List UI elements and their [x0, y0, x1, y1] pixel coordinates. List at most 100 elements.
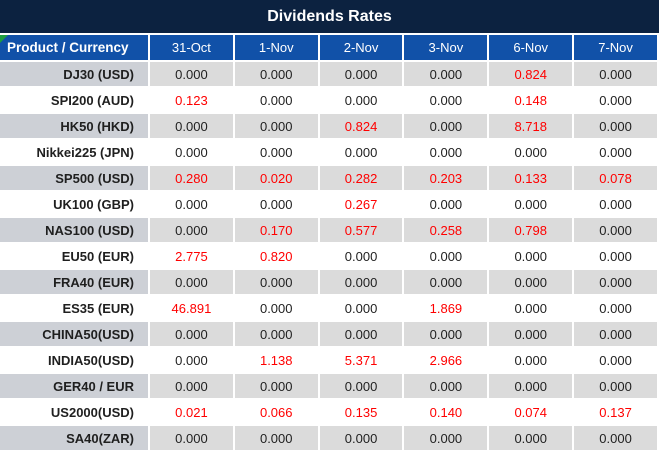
product-label: INDIA50(USD)	[0, 348, 148, 372]
rate-cell: 0.135	[319, 400, 403, 424]
header-row: Product / Currency 31-Oct 1-Nov 2-Nov 3-Nov…	[0, 35, 657, 60]
table-row: CHINA50(USD) 0.000 0.000 0.000 0.000 0.000 0.0…	[0, 322, 657, 346]
column-header-3-nov: 3-Nov	[404, 35, 488, 60]
product-label: EU50 (EUR)	[0, 244, 148, 268]
rate-cell: 0.000	[489, 322, 573, 346]
rate-cell: 1.138	[234, 348, 318, 372]
rate-cell: 0.000	[404, 426, 488, 450]
rate-cell: 0.258	[404, 218, 488, 242]
rate-cell: 0.123	[150, 88, 233, 112]
table-row: SPI200 (AUD) 0.123 0.000 0.000 0.000 0.148 0.0…	[0, 88, 657, 112]
table-row: US2000(USD) 0.021 0.066 0.135 0.140 0.074 0.13…	[0, 400, 657, 424]
product-label: UK100 (GBP)	[0, 192, 148, 216]
column-header-31-oct: 31-Oct	[150, 35, 233, 60]
rate-cell: 0.000	[574, 322, 657, 346]
rate-cell: 0.000	[150, 218, 233, 242]
rate-cell: 0.000	[404, 322, 488, 346]
rate-cell: 0.000	[319, 322, 403, 346]
table-row: DJ30 (USD) 0.000 0.000 0.000 0.000 0.824 0.000	[0, 62, 657, 86]
rate-cell: 0.000	[489, 374, 573, 398]
rate-cell: 0.000	[234, 114, 318, 138]
rate-cell: 0.824	[319, 114, 403, 138]
table-row: UK100 (GBP) 0.000 0.000 0.267 0.000 0.000 0.00…	[0, 192, 657, 216]
rate-cell: 0.000	[234, 62, 318, 86]
product-label: HK50 (HKD)	[0, 114, 148, 138]
rate-cell: 0.000	[574, 296, 657, 320]
rate-cell: 0.000	[319, 426, 403, 450]
product-label: Nikkei225 (JPN)	[0, 140, 148, 164]
rate-cell: 0.170	[234, 218, 318, 242]
rate-cell: 0.000	[574, 140, 657, 164]
rates-table: Product / Currency 31-Oct 1-Nov 2-Nov 3-Nov…	[0, 33, 659, 452]
product-label: DJ30 (USD)	[0, 62, 148, 86]
rate-cell: 0.021	[150, 400, 233, 424]
rate-cell: 0.074	[489, 400, 573, 424]
table-row: SP500 (USD) 0.280 0.020 0.282 0.203 0.133 0.07…	[0, 166, 657, 190]
rate-cell: 0.000	[404, 88, 488, 112]
rate-cell: 46.891	[150, 296, 233, 320]
rate-cell: 0.000	[489, 348, 573, 372]
page-title: Dividends Rates	[267, 8, 392, 25]
table-row: ES35 (EUR) 46.891 0.000 0.000 1.869 0.000 0.00…	[0, 296, 657, 320]
rate-cell: 0.824	[489, 62, 573, 86]
rate-cell: 0.000	[489, 140, 573, 164]
rate-cell: 0.000	[150, 374, 233, 398]
rate-cell: 0.000	[234, 140, 318, 164]
rate-cell: 0.000	[404, 244, 488, 268]
rate-cell: 0.280	[150, 166, 233, 190]
rate-cell: 0.000	[319, 244, 403, 268]
rate-cell: 0.000	[574, 270, 657, 294]
rate-cell: 0.000	[234, 322, 318, 346]
product-label: US2000(USD)	[0, 400, 148, 424]
rate-cell: 0.000	[404, 270, 488, 294]
table-row: INDIA50(USD) 0.000 1.138 5.371 2.966 0.000 0.0…	[0, 348, 657, 372]
rate-cell: 0.000	[574, 374, 657, 398]
column-header-1-nov: 1-Nov	[234, 35, 318, 60]
rate-cell: 0.000	[404, 192, 488, 216]
rate-cell: 0.000	[234, 296, 318, 320]
rates-body: DJ30 (USD) 0.000 0.000 0.000 0.000 0.824 0.000…	[0, 62, 657, 450]
product-label: SPI200 (AUD)	[0, 88, 148, 112]
rate-cell: 0.798	[489, 218, 573, 242]
rate-cell: 0.000	[574, 244, 657, 268]
rate-cell: 0.000	[234, 426, 318, 450]
rate-cell: 0.000	[234, 192, 318, 216]
table-row: GER40 / EUR 0.000 0.000 0.000 0.000 0.000 0.00…	[0, 374, 657, 398]
rate-cell: 0.000	[404, 114, 488, 138]
rate-cell: 0.000	[489, 296, 573, 320]
rate-cell: 0.000	[150, 270, 233, 294]
rate-cell: 0.000	[489, 426, 573, 450]
rate-cell: 0.000	[319, 270, 403, 294]
title-bar: Dividends Rates	[0, 0, 659, 33]
column-header-2-nov: 2-Nov	[319, 35, 403, 60]
table-row: EU50 (EUR) 2.775 0.820 0.000 0.000 0.000 0.000	[0, 244, 657, 268]
rate-cell: 0.000	[150, 192, 233, 216]
rate-cell: 0.000	[150, 140, 233, 164]
rate-cell: 0.020	[234, 166, 318, 190]
rate-cell: 0.000	[574, 218, 657, 242]
product-label: SP500 (USD)	[0, 166, 148, 190]
rate-cell: 0.137	[574, 400, 657, 424]
rate-cell: 0.000	[574, 192, 657, 216]
column-header-6-nov: 6-Nov	[489, 35, 573, 60]
table-row: HK50 (HKD) 0.000 0.000 0.824 0.000 8.718 0.000	[0, 114, 657, 138]
product-label: CHINA50(USD)	[0, 322, 148, 346]
rate-cell: 0.000	[150, 348, 233, 372]
rate-cell: 0.000	[489, 192, 573, 216]
rate-cell: 2.775	[150, 244, 233, 268]
sheet-corner-triangle-icon	[0, 35, 8, 43]
rate-cell: 0.000	[319, 88, 403, 112]
rate-cell: 0.000	[150, 426, 233, 450]
rate-cell: 8.718	[489, 114, 573, 138]
table-row: Nikkei225 (JPN) 0.000 0.000 0.000 0.000 0.000…	[0, 140, 657, 164]
rate-cell: 0.000	[404, 140, 488, 164]
product-label: NAS100 (USD)	[0, 218, 148, 242]
rate-cell: 0.000	[574, 426, 657, 450]
product-label: FRA40 (EUR)	[0, 270, 148, 294]
rate-cell: 0.000	[574, 114, 657, 138]
product-label: ES35 (EUR)	[0, 296, 148, 320]
rate-cell: 0.267	[319, 192, 403, 216]
table-row: FRA40 (EUR) 0.000 0.000 0.000 0.000 0.000 0.00…	[0, 270, 657, 294]
rate-cell: 0.000	[489, 244, 573, 268]
product-label: SA40(ZAR)	[0, 426, 148, 450]
